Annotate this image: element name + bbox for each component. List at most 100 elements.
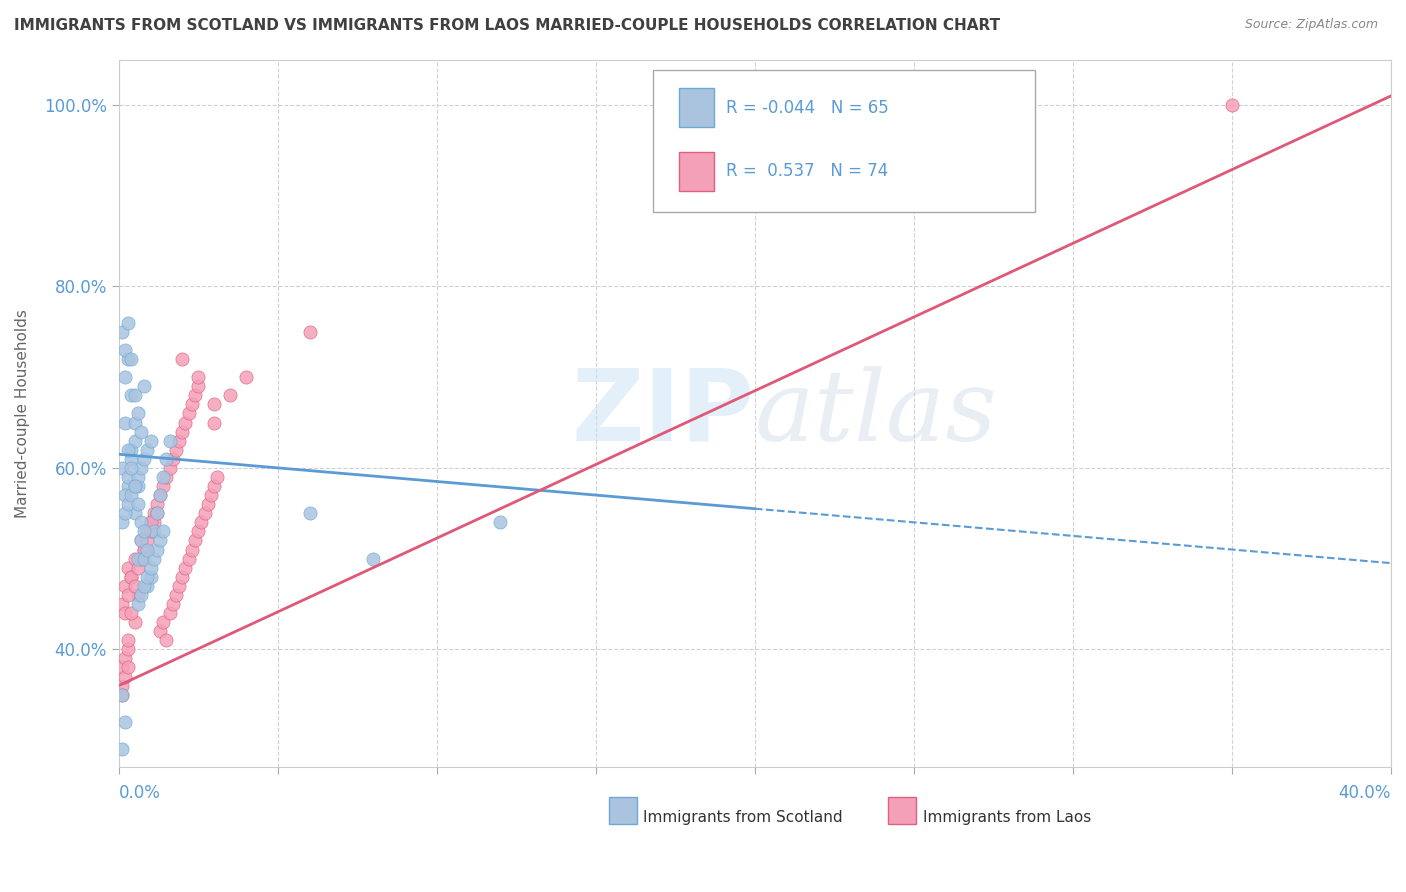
- Point: [155, 451, 177, 466]
- Point: [134, 542, 156, 557]
- Point: [139, 516, 162, 530]
- Point: [120, 606, 142, 620]
- Point: [200, 488, 222, 502]
- Point: [117, 660, 139, 674]
- Text: Source: ZipAtlas.com: Source: ZipAtlas.com: [1244, 18, 1378, 31]
- Point: [136, 533, 159, 548]
- Point: [142, 506, 165, 520]
- Point: [114, 714, 136, 729]
- Point: [127, 479, 149, 493]
- Point: [489, 516, 512, 530]
- Point: [165, 588, 187, 602]
- Point: [172, 351, 194, 366]
- Point: [152, 479, 174, 493]
- Point: [142, 551, 165, 566]
- Point: [117, 633, 139, 648]
- Point: [114, 606, 136, 620]
- Point: [177, 406, 200, 420]
- Text: Immigrants from Scotland: Immigrants from Scotland: [643, 810, 842, 825]
- Point: [117, 442, 139, 457]
- Point: [120, 461, 142, 475]
- Point: [152, 470, 174, 484]
- Point: [152, 615, 174, 629]
- Point: [114, 669, 136, 683]
- Text: R =  0.537   N = 74: R = 0.537 N = 74: [725, 162, 887, 180]
- Point: [129, 425, 152, 439]
- Point: [187, 524, 209, 539]
- Text: R = -0.044   N = 65: R = -0.044 N = 65: [725, 98, 889, 117]
- Point: [162, 451, 184, 466]
- Point: [165, 442, 187, 457]
- Point: [187, 370, 209, 384]
- Y-axis label: Married-couple Households: Married-couple Households: [15, 309, 30, 518]
- Bar: [889, 797, 917, 824]
- Point: [129, 461, 152, 475]
- Point: [172, 425, 194, 439]
- Point: [139, 570, 162, 584]
- Point: [136, 570, 159, 584]
- Point: [127, 560, 149, 574]
- Point: [120, 388, 142, 402]
- Point: [114, 651, 136, 665]
- Point: [136, 579, 159, 593]
- Bar: [679, 88, 714, 127]
- Point: [127, 551, 149, 566]
- Point: [298, 506, 321, 520]
- Point: [111, 688, 134, 702]
- Point: [142, 524, 165, 539]
- Point: [139, 524, 162, 539]
- Point: [184, 533, 207, 548]
- Point: [159, 434, 181, 448]
- Point: [136, 524, 159, 539]
- Point: [149, 488, 172, 502]
- Text: IMMIGRANTS FROM SCOTLAND VS IMMIGRANTS FROM LAOS MARRIED-COUPLE HOUSEHOLDS CORRE: IMMIGRANTS FROM SCOTLAND VS IMMIGRANTS F…: [14, 18, 1000, 33]
- Point: [111, 325, 134, 339]
- Point: [172, 570, 194, 584]
- Text: ZIP: ZIP: [572, 365, 755, 462]
- Point: [187, 379, 209, 393]
- Bar: [679, 152, 714, 191]
- Point: [120, 488, 142, 502]
- Point: [149, 624, 172, 639]
- Point: [127, 470, 149, 484]
- Point: [202, 479, 225, 493]
- Point: [129, 551, 152, 566]
- Point: [117, 316, 139, 330]
- Point: [114, 506, 136, 520]
- Point: [124, 506, 146, 520]
- Point: [124, 434, 146, 448]
- Point: [152, 524, 174, 539]
- Point: [146, 506, 169, 520]
- Point: [235, 370, 257, 384]
- Point: [202, 397, 225, 411]
- Point: [124, 551, 146, 566]
- Point: [124, 479, 146, 493]
- Point: [120, 570, 142, 584]
- Point: [134, 451, 156, 466]
- Point: [146, 506, 169, 520]
- Bar: [609, 797, 637, 824]
- Point: [361, 551, 384, 566]
- Point: [134, 579, 156, 593]
- Point: [136, 542, 159, 557]
- Point: [124, 479, 146, 493]
- Point: [162, 597, 184, 611]
- Point: [174, 416, 197, 430]
- Point: [127, 588, 149, 602]
- Point: [167, 434, 190, 448]
- Point: [134, 542, 156, 557]
- Point: [117, 479, 139, 493]
- Point: [142, 516, 165, 530]
- Point: [111, 597, 134, 611]
- Point: [167, 579, 190, 593]
- Point: [149, 488, 172, 502]
- Point: [120, 442, 142, 457]
- Point: [190, 516, 212, 530]
- Point: [124, 615, 146, 629]
- Point: [180, 542, 202, 557]
- Text: 0.0%: 0.0%: [118, 784, 160, 802]
- Point: [124, 416, 146, 430]
- Point: [111, 688, 134, 702]
- Point: [1220, 98, 1243, 112]
- Point: [117, 588, 139, 602]
